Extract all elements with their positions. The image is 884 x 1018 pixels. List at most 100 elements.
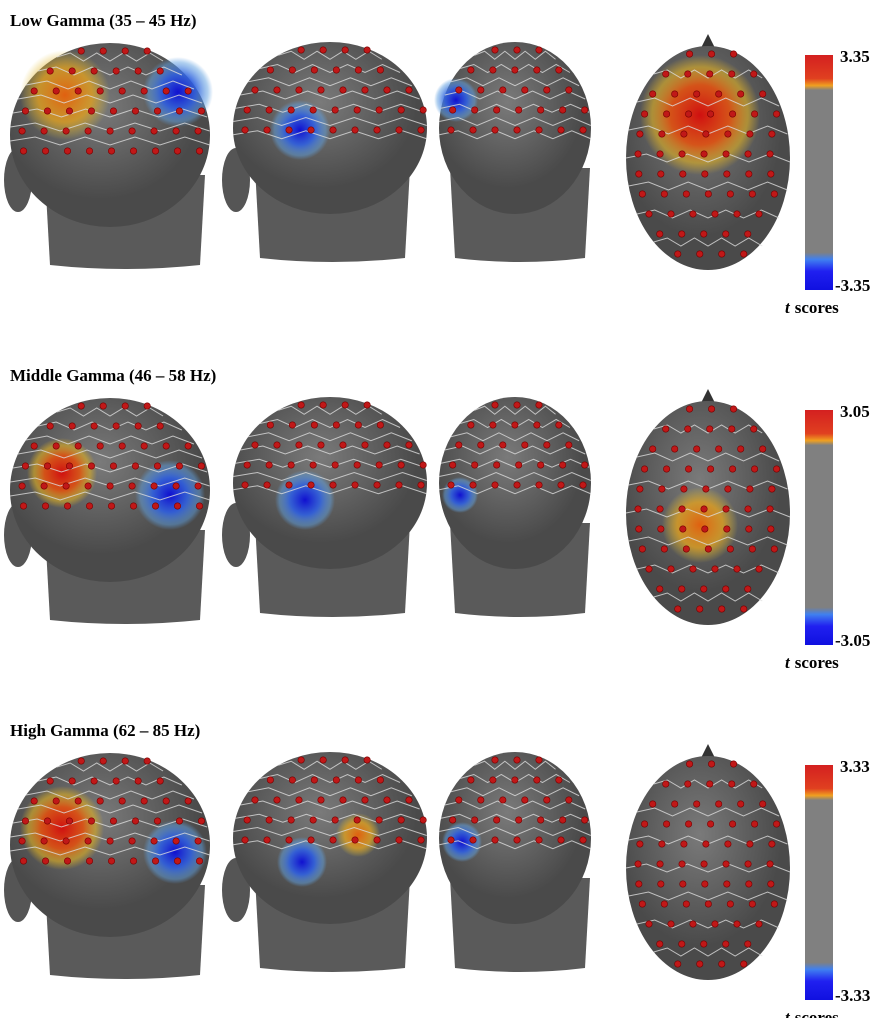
electrode <box>700 860 708 868</box>
electrode <box>383 796 391 804</box>
electrode <box>693 800 701 808</box>
electrode <box>748 545 756 553</box>
electrode <box>172 127 180 135</box>
electrode <box>341 46 349 54</box>
electrode <box>634 860 642 868</box>
electrode <box>535 756 543 764</box>
electrode <box>491 481 499 489</box>
electrode <box>467 421 475 429</box>
electrode <box>184 442 192 450</box>
electrode <box>723 880 731 888</box>
electrode <box>152 857 160 865</box>
electrode <box>768 130 776 138</box>
electrode <box>649 90 657 98</box>
electrode <box>134 67 142 75</box>
electrode <box>723 525 731 533</box>
electrode <box>417 126 425 134</box>
electrode <box>706 425 714 433</box>
electrode <box>708 405 716 413</box>
electrode <box>469 481 477 489</box>
electrode <box>755 920 763 928</box>
electrode <box>715 445 723 453</box>
electrode <box>543 86 551 94</box>
contour-line <box>233 840 427 850</box>
electrode <box>493 461 501 469</box>
electrode <box>140 87 148 95</box>
electrode <box>150 837 158 845</box>
electrode <box>197 462 205 470</box>
electrode <box>405 796 413 804</box>
electrode <box>660 545 668 553</box>
electrode <box>737 800 745 808</box>
contour-line <box>444 445 586 455</box>
label-text: scores <box>795 1008 839 1018</box>
electrode <box>194 837 202 845</box>
activation-blob <box>143 820 207 884</box>
electrode <box>744 150 752 158</box>
electrode <box>707 820 715 828</box>
electrode <box>43 107 51 115</box>
contour-line <box>235 458 425 468</box>
electrode <box>513 126 521 134</box>
electrode <box>770 900 778 908</box>
electrode <box>46 777 54 785</box>
electrode <box>397 461 405 469</box>
electrode <box>711 920 719 928</box>
electrode <box>331 816 339 824</box>
electrode <box>748 900 756 908</box>
electrode <box>702 840 710 848</box>
panel-title: High Gamma (62 – 85 Hz) <box>10 721 200 740</box>
electrode <box>730 760 738 768</box>
electrode <box>130 502 138 510</box>
electrode <box>537 106 545 114</box>
electrode <box>689 565 697 573</box>
electrode <box>20 502 28 510</box>
colorbar-label: t scores <box>785 653 839 672</box>
electrode <box>491 401 499 409</box>
electrode <box>745 170 753 178</box>
electrode <box>535 126 543 134</box>
contour-line <box>259 63 401 74</box>
electrode <box>375 816 383 824</box>
electrode <box>755 565 763 573</box>
electrode <box>671 800 679 808</box>
electrode <box>748 190 756 198</box>
electrode <box>150 482 158 490</box>
electrode <box>109 817 117 825</box>
electrode <box>499 441 507 449</box>
electrode <box>728 780 736 788</box>
electrode <box>455 441 463 449</box>
electrode <box>740 605 748 613</box>
electrode <box>62 482 70 490</box>
electrode <box>704 900 712 908</box>
electrode <box>351 481 359 489</box>
activation-blob <box>434 78 478 122</box>
electrode <box>156 67 164 75</box>
electrode <box>579 126 587 134</box>
electrode <box>65 107 73 115</box>
electrode <box>194 482 202 490</box>
electrode <box>68 777 76 785</box>
contour-line <box>653 237 763 247</box>
electrode <box>767 170 775 178</box>
electrode <box>266 421 274 429</box>
electrode <box>273 86 281 94</box>
contour-line <box>653 592 763 602</box>
electrode <box>319 401 327 409</box>
panel: High Gamma (62 – 85 Hz) 3.33 -3.33 t scores <box>4 721 870 1018</box>
electrode <box>68 422 76 430</box>
electrode <box>513 756 521 764</box>
head-view <box>222 397 427 617</box>
electrode <box>658 840 666 848</box>
electrode <box>471 461 479 469</box>
electrode <box>112 777 120 785</box>
electrode <box>243 461 251 469</box>
electrode <box>718 250 726 258</box>
electrode <box>751 110 759 118</box>
electrode <box>310 421 318 429</box>
electrode <box>376 421 384 429</box>
contour-line <box>625 508 791 518</box>
electrode <box>332 66 340 74</box>
contour-line <box>439 130 591 140</box>
electrode <box>62 127 70 135</box>
